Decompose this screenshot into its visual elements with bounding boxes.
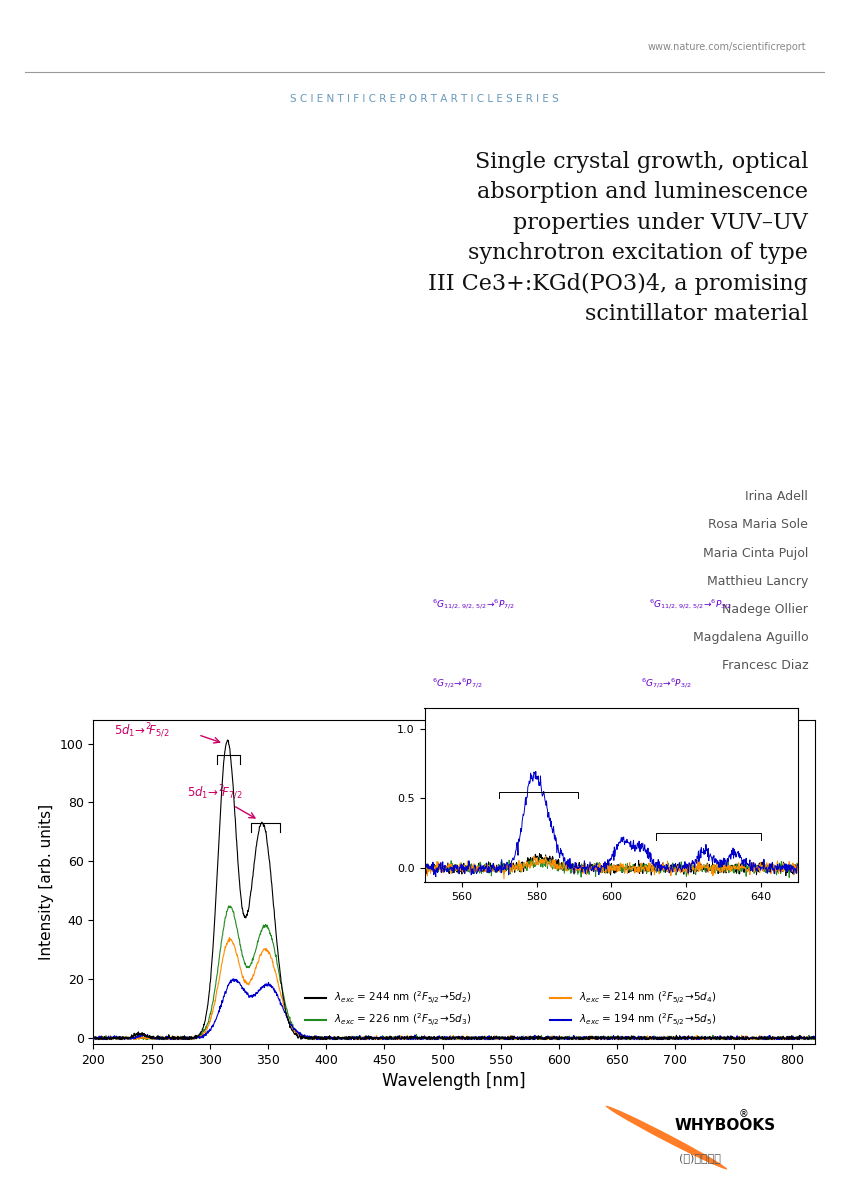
Text: $^6G_{7/2}\!\rightarrow\!{}^6P_{3/2}$: $^6G_{7/2}\!\rightarrow\!{}^6P_{3/2}$ [641,677,692,690]
Legend: $\lambda_{exc}$ = 214 nm ($^2F_{5/2}\!\rightarrow\!5d_4$), $\lambda_{exc}$ = 194: $\lambda_{exc}$ = 214 nm ($^2F_{5/2}\!\r… [546,985,721,1032]
Text: (주)와이북스: (주)와이북스 [679,1153,721,1163]
Text: $^6G_{11/2,\,9/2,\,5/2}\!\rightarrow\!{}^6P_{7/2}$: $^6G_{11/2,\,9/2,\,5/2}\!\rightarrow\!{}… [432,598,514,612]
Text: Francesc Diaz: Francesc Diaz [722,659,808,672]
Text: ®: ® [739,1109,748,1118]
Text: $^6G_{11/2,\,9/2,\,5/2}\!\rightarrow\!{}^6P_{3/2}$: $^6G_{11/2,\,9/2,\,5/2}\!\rightarrow\!{}… [649,598,732,612]
Text: Rosa Maria Sole: Rosa Maria Sole [708,518,808,532]
Text: Nadege Ollier: Nadege Ollier [722,602,808,616]
Text: Magdalena Aguillo: Magdalena Aguillo [693,631,808,644]
Text: Matthieu Lancry: Matthieu Lancry [707,575,808,588]
Text: Maria Cinta Pujol: Maria Cinta Pujol [703,546,808,559]
X-axis label: Wavelength [nm]: Wavelength [nm] [382,1073,526,1091]
Text: $^6G_{7/2}\!\rightarrow\!{}^6P_{7/2}$: $^6G_{7/2}\!\rightarrow\!{}^6P_{7/2}$ [432,677,482,690]
Text: $5d_1\!\rightarrow\!{}^2\!F_{5/2}$: $5d_1\!\rightarrow\!{}^2\!F_{5/2}$ [115,721,170,740]
Text: $5d_1\!\rightarrow\!{}^2\!F_{7/2}$: $5d_1\!\rightarrow\!{}^2\!F_{7/2}$ [187,784,242,802]
Text: Irina Adell: Irina Adell [745,490,808,503]
Text: Single crystal growth, optical
absorption and luminescence
properties under VUV–: Single crystal growth, optical absorptio… [429,151,808,325]
Y-axis label: Intensity [arb. units]: Intensity [arb. units] [39,804,54,960]
Ellipse shape [605,1105,728,1170]
Text: S C I E N T I F I C R E P O R T A R T I C L E S E R I E S: S C I E N T I F I C R E P O R T A R T I … [290,94,559,103]
Text: WHYBOOKS: WHYBOOKS [675,1118,776,1133]
Text: www.nature.com/scientificreport: www.nature.com/scientificreport [648,42,807,52]
